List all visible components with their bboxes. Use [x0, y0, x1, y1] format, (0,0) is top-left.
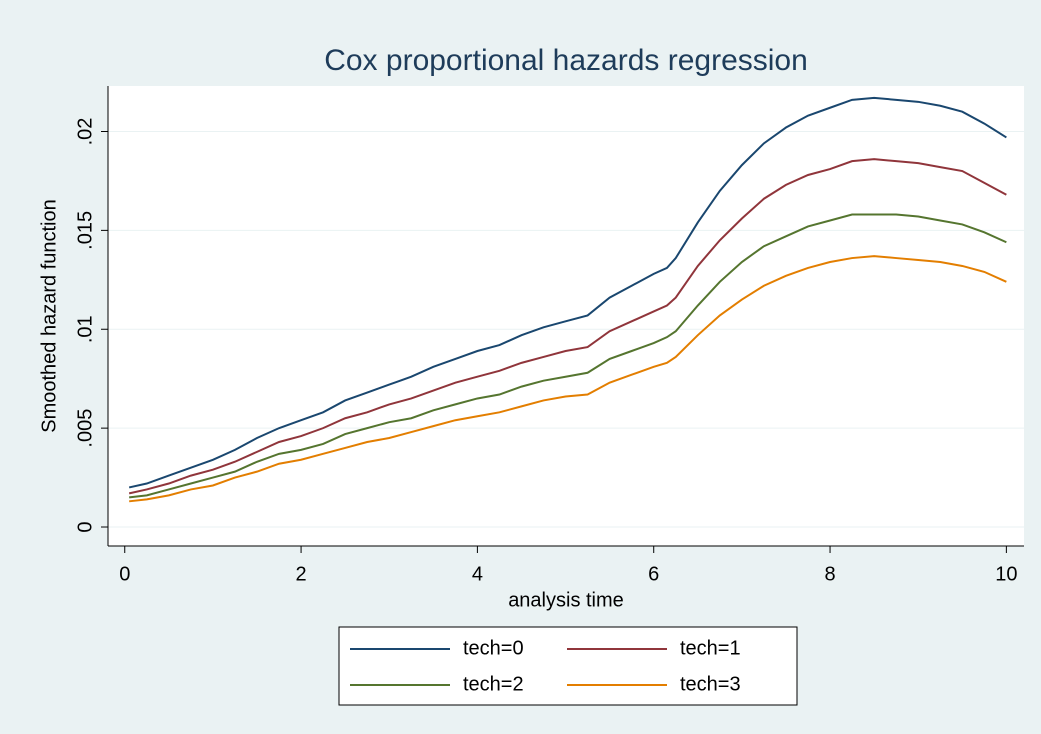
- series-line: [128, 158, 1007, 495]
- legend-label: tech=0: [463, 637, 524, 659]
- y-tick-label: .01: [74, 315, 96, 343]
- chart-title: Cox proportional hazards regression: [324, 44, 808, 77]
- legend-label: tech=2: [463, 673, 524, 695]
- series-line: [129, 255, 1007, 503]
- x-tick-label: 2: [296, 563, 307, 585]
- series-line: [129, 213, 1007, 499]
- x-tick-label: 4: [472, 563, 483, 585]
- legend-box: [338, 626, 798, 706]
- series-line: [128, 96, 1007, 489]
- y-tick-label: .015: [74, 211, 96, 250]
- x-tick-label: 6: [648, 563, 659, 585]
- plot-area: [108, 86, 1024, 546]
- x-tick-label: 8: [824, 563, 835, 585]
- x-axis-title: analysis time: [508, 589, 624, 611]
- legend-label: tech=3: [680, 673, 741, 695]
- x-tick-label: 10: [995, 563, 1017, 585]
- y-axis-title: Smoothed hazard function: [38, 199, 60, 433]
- x-tick-label: 0: [119, 563, 130, 585]
- legend-label: tech=1: [680, 637, 741, 659]
- y-tick-label: .005: [74, 409, 96, 448]
- y-tick-label: .02: [74, 118, 96, 146]
- y-tick-label: 0: [74, 521, 96, 532]
